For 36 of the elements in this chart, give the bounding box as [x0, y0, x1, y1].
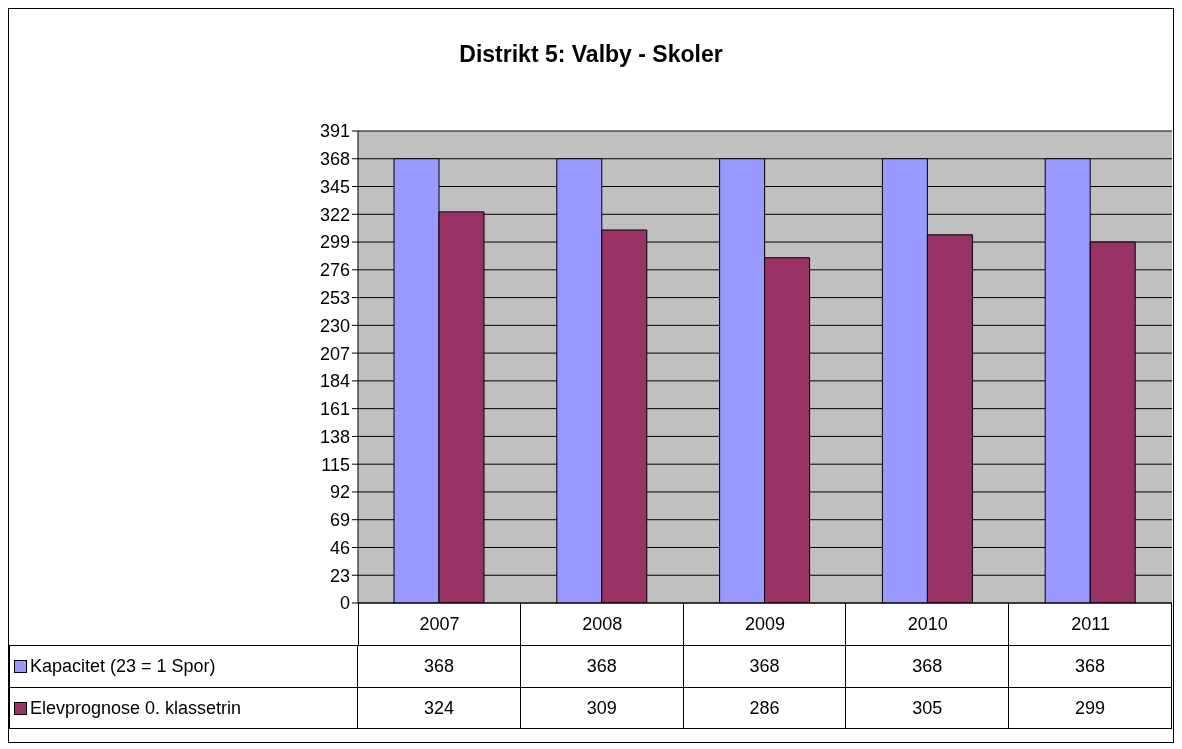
data-label: 309 — [520, 688, 684, 728]
y-tick-label: 184 — [319, 371, 350, 392]
x-tick-label: 2010 — [907, 613, 948, 634]
y-tick-label: 46 — [329, 537, 350, 558]
data-label: 299 — [1009, 688, 1172, 728]
x-tick-label: 2009 — [744, 613, 786, 634]
y-tick-label: 115 — [321, 454, 350, 475]
y-tick-label: 391 — [319, 121, 350, 142]
data-label: 368 — [1009, 646, 1172, 687]
y-tick-label: 161 — [319, 399, 350, 420]
y-tick-label: 368 — [319, 149, 350, 170]
y-tick-label: 138 — [319, 426, 350, 447]
data-label: 305 — [846, 688, 1010, 728]
y-tick-label: 276 — [319, 260, 350, 281]
data-label: 324 — [358, 688, 521, 728]
data-label: 368 — [846, 646, 1010, 687]
x-tick-label: 2008 — [582, 613, 623, 634]
y-tick-label: 23 — [329, 565, 350, 586]
data-label: 286 — [683, 688, 847, 728]
y-tick-label: 0 — [339, 593, 350, 614]
data-label: 368 — [683, 646, 847, 687]
y-tick-label: 299 — [319, 232, 350, 253]
y-tick-label: 230 — [319, 315, 350, 336]
y-tick-label: 92 — [329, 482, 350, 503]
legend-label: Kapacitet (23 = 1 Spor) — [30, 656, 216, 677]
data-label: 368 — [358, 646, 521, 687]
legend-label: Elevprognose 0. klassetrin — [30, 697, 242, 719]
y-tick-label: 207 — [319, 343, 350, 364]
y-tick-label: 69 — [329, 510, 350, 531]
y-tick-label: 345 — [319, 176, 350, 197]
x-tick-label: 2007 — [419, 613, 460, 634]
x-tick-label: 2011 — [1071, 613, 1110, 634]
y-tick-label: 322 — [319, 204, 350, 225]
chart-title: Distrikt 5: Valby - Skoler — [458, 41, 724, 68]
y-tick-label: 253 — [319, 287, 350, 308]
data-label: 368 — [520, 646, 684, 687]
